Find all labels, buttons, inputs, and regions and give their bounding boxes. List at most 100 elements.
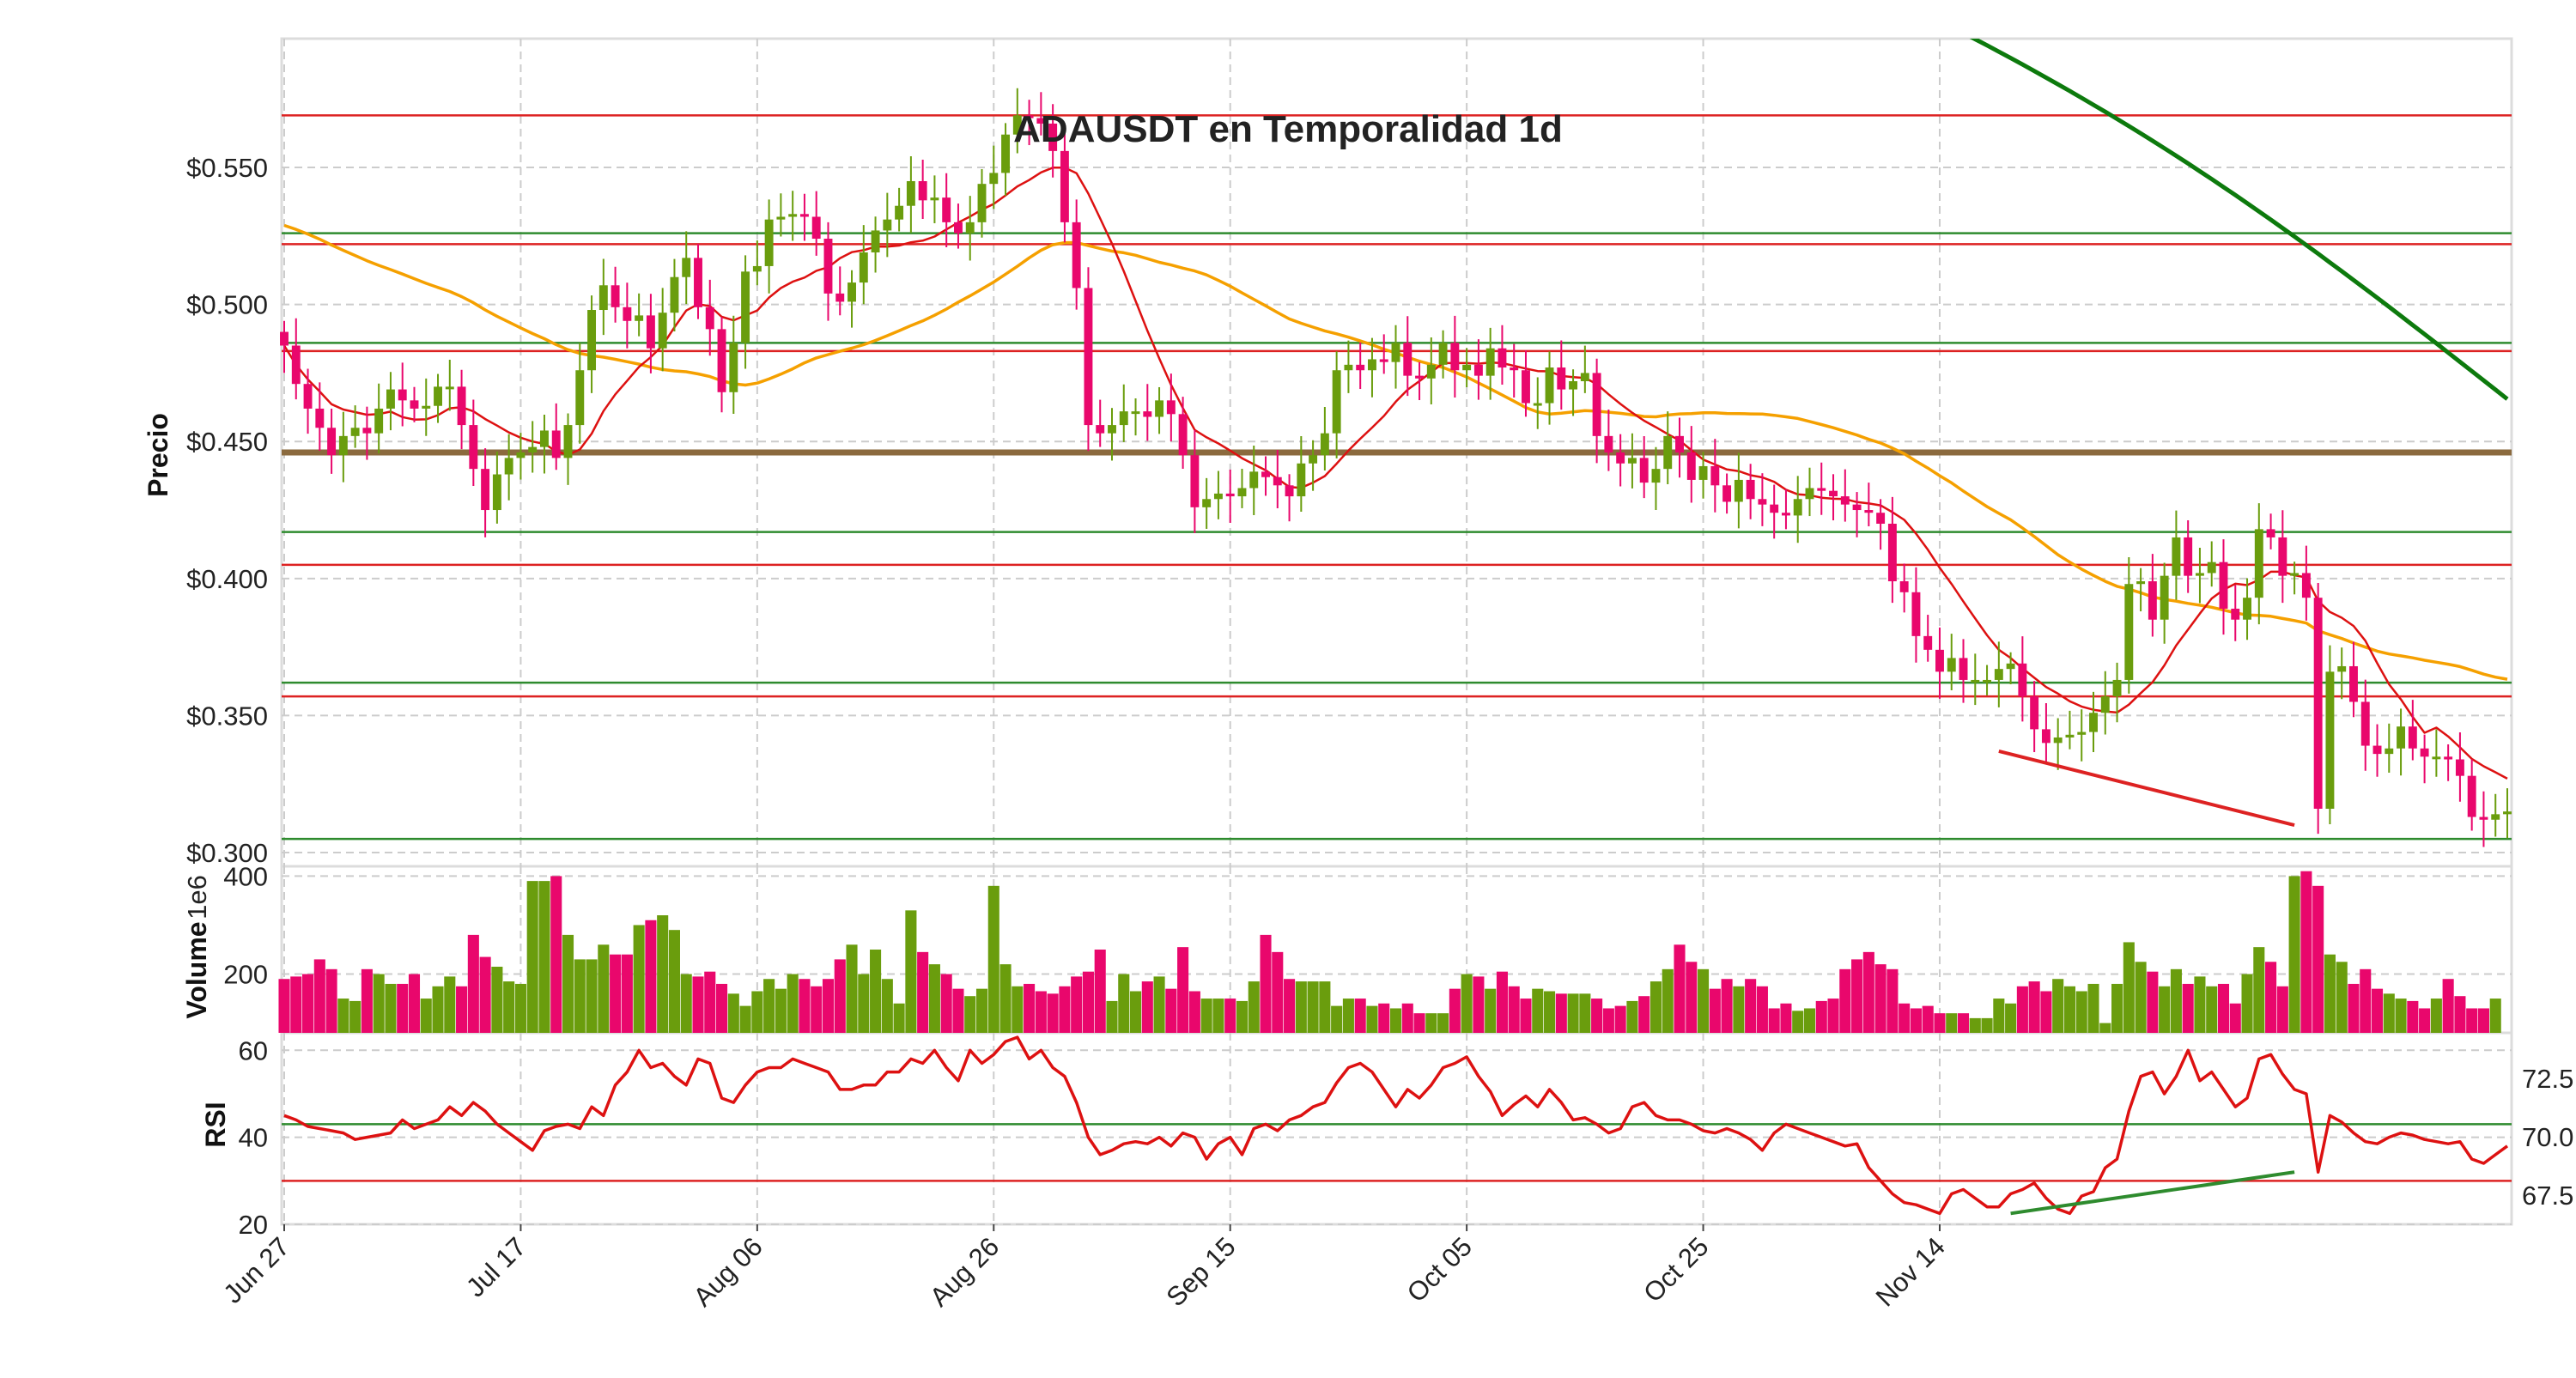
candle-body <box>2219 562 2228 609</box>
candle-body <box>1522 370 1530 404</box>
volume-bar <box>751 991 763 1033</box>
volume-bar <box>1768 1008 1780 1033</box>
volume-bar <box>975 988 988 1033</box>
candle-body <box>1426 364 1436 379</box>
candle-body <box>2172 537 2181 576</box>
candle-body <box>481 469 490 511</box>
candle-body <box>1273 477 1282 486</box>
volume-bar <box>1626 1000 1638 1033</box>
candle-body <box>906 180 915 206</box>
candle-body <box>1911 592 1921 636</box>
volume-bar <box>704 971 716 1033</box>
candle-body <box>1415 375 1425 379</box>
volume-bar <box>1698 968 1710 1033</box>
volume-bar <box>2005 1003 2017 1033</box>
volume-bar <box>1236 1000 1249 1033</box>
volume-bar <box>1200 999 1212 1033</box>
volume-bar <box>1579 993 1591 1033</box>
candle-body <box>1213 493 1223 500</box>
volume-bar <box>1188 991 1200 1033</box>
candle-body <box>2089 713 2098 732</box>
fast-moving-average-line <box>283 167 2508 780</box>
volume-bar <box>385 983 397 1033</box>
candle-body <box>1781 513 1790 516</box>
volume-bar <box>1401 1003 1413 1033</box>
candle-body <box>374 408 384 434</box>
candle-body <box>1143 411 1152 417</box>
volume-bar <box>1129 991 1142 1033</box>
volume-bar <box>999 964 1012 1033</box>
volume-bar <box>2135 962 2147 1033</box>
candle-body <box>398 389 407 401</box>
volume-axis-label: Volume <box>181 921 212 1018</box>
volume-bar <box>1827 999 1839 1033</box>
candle-body <box>315 408 325 428</box>
candle-body <box>2160 575 2169 620</box>
volume-bar <box>811 986 823 1033</box>
price-axis-label: Precio <box>143 413 173 497</box>
volume-bar <box>2466 1008 2478 1033</box>
candle-body <box>540 430 549 447</box>
candle-body <box>883 219 892 231</box>
rsi-tick-label: 60 <box>239 1035 268 1065</box>
volume-bar <box>1981 1017 1993 1033</box>
candle-body <box>1983 679 1992 683</box>
volume-bar <box>1342 999 1354 1033</box>
volume-bar <box>325 968 337 1033</box>
candle-body <box>587 310 597 371</box>
price-divergence-line <box>1998 749 2295 828</box>
candle-body <box>2254 529 2263 598</box>
volume-bar <box>2371 988 2384 1033</box>
volume-bar <box>1934 1013 1946 1033</box>
candle-body <box>291 345 301 385</box>
volume-bar <box>1993 999 2005 1033</box>
candle-body <box>635 315 644 321</box>
volume-bar <box>2241 974 2253 1033</box>
volume-bar <box>2454 996 2466 1033</box>
volume-bar <box>1260 934 1272 1033</box>
volume-bar <box>2052 979 2064 1033</box>
volume-bar <box>2170 968 2182 1033</box>
volume-bar <box>633 925 645 1033</box>
volume-bar <box>763 979 775 1033</box>
rsi-divergence-line <box>2010 1170 2295 1216</box>
candle-body <box>1438 343 1448 365</box>
candle-body <box>2266 529 2275 537</box>
candle-body <box>386 389 395 409</box>
candle-body <box>2100 696 2110 713</box>
candle-body <box>2491 814 2500 820</box>
candle-body <box>2420 748 2429 757</box>
volume-bar <box>1496 971 1508 1033</box>
volume-bar <box>1733 986 1745 1033</box>
volume-bar <box>361 968 373 1033</box>
rsi-right-tick-label: 72.5 <box>2522 1064 2573 1094</box>
candle-body <box>1462 364 1472 371</box>
volume-bar <box>1792 1011 1804 1033</box>
candle-body <box>1036 118 1046 124</box>
candle-body <box>918 180 927 201</box>
volume-bar <box>2348 983 2360 1033</box>
volume-bar <box>302 974 314 1033</box>
volume-bar <box>1106 1000 1118 1033</box>
volume-bar <box>1284 979 1296 1033</box>
price-tick-label: $0.350 <box>186 701 268 731</box>
volume-bar <box>2383 993 2395 1033</box>
candle-body <box>1592 373 1601 436</box>
candle-body <box>1971 679 1980 683</box>
candle-body <box>1569 381 1578 390</box>
candle-body <box>1119 411 1128 426</box>
candle-body <box>2372 745 2382 755</box>
candle-body <box>2301 573 2311 598</box>
candle-body <box>563 425 573 458</box>
volume-bar <box>2300 871 2312 1033</box>
volume-bar <box>1047 993 1059 1033</box>
volume-bar <box>2265 962 2277 1033</box>
volume-bar <box>2123 942 2135 1033</box>
volume-bar <box>1094 950 1106 1033</box>
candle-body <box>871 230 880 252</box>
candle-body <box>1651 469 1661 483</box>
candle-body <box>1485 348 1495 376</box>
volume-bar <box>1153 976 1165 1033</box>
candle-body <box>1367 359 1376 371</box>
volume-bar <box>1035 991 1047 1033</box>
